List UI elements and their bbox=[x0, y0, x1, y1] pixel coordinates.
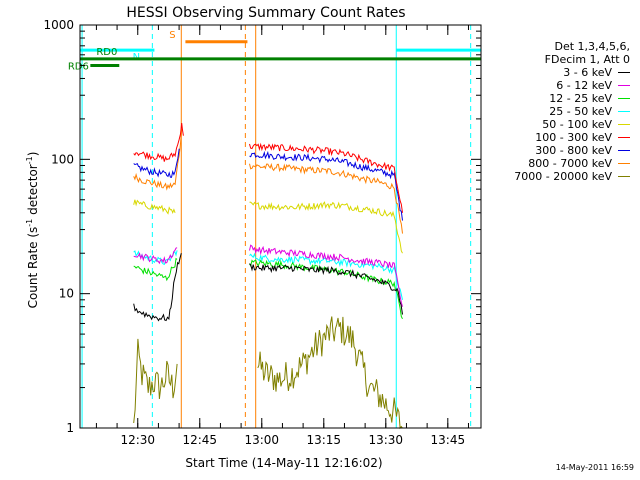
x-tick-label-0: 12:30 bbox=[120, 433, 155, 447]
legend-entry-8: 7000 - 20000 keV bbox=[514, 170, 630, 183]
series-line-2-1 bbox=[249, 150, 403, 221]
y-tick-label-1: 10 bbox=[59, 287, 74, 301]
legend-swatch bbox=[618, 98, 630, 99]
series-7000-20000kev bbox=[133, 316, 403, 430]
timestamp: 14-May-2011 16:59 bbox=[555, 463, 634, 472]
series-6-12kev bbox=[133, 244, 403, 307]
legend-swatch bbox=[618, 124, 630, 125]
axes-layer: 1 10 100 1000 12:30 12:45 13:00 13:15 13:30 13:45 bbox=[43, 18, 482, 447]
plot-frame bbox=[79, 24, 482, 429]
series-line-5-1 bbox=[249, 252, 403, 300]
legend-header-0: Det 1,3,4,5,6, bbox=[554, 40, 630, 53]
flag-label-rd6: RD6 bbox=[68, 61, 89, 72]
series-line-7-0 bbox=[133, 247, 178, 265]
legend-entry-2: 12 - 25 keV bbox=[549, 92, 630, 105]
data-layer bbox=[81, 25, 472, 430]
legend-swatch bbox=[618, 72, 630, 73]
flag-label-rd0: RD0 bbox=[96, 47, 117, 58]
y-tick-label-2: 100 bbox=[51, 152, 74, 166]
legend-entry-label: 3 - 6 keV bbox=[563, 66, 612, 79]
legend-entry-6: 300 - 800 keV bbox=[535, 144, 630, 157]
y-axis-label-suffix: ) bbox=[26, 152, 40, 157]
series-3-6kev bbox=[133, 253, 403, 322]
series-line-0-1 bbox=[257, 316, 403, 430]
series-line-2-0 bbox=[133, 148, 180, 178]
y-axis-label-sup1: -1 bbox=[25, 219, 34, 227]
legend-header-1: FDecim 1, Att 0 bbox=[544, 53, 630, 66]
y-axis-label-mid: detector bbox=[26, 164, 40, 219]
series-line-0-0 bbox=[133, 338, 178, 424]
legend-entry-label: 300 - 800 keV bbox=[535, 144, 612, 157]
chart-title: HESSI Observing Summary Count Rates bbox=[126, 5, 405, 21]
legend-entry-7: 800 - 7000 keV bbox=[528, 157, 630, 170]
x-tick-label-3: 13:15 bbox=[306, 433, 341, 447]
series-line-4-1 bbox=[249, 201, 403, 254]
series-300-800kev bbox=[133, 148, 403, 221]
legend-entry-label: 50 - 100 keV bbox=[542, 118, 612, 131]
series-100-300kev bbox=[133, 123, 403, 213]
series-line-4-0 bbox=[133, 199, 176, 215]
legend-swatch bbox=[618, 163, 630, 164]
legend-entry-0: 3 - 6 keV bbox=[563, 66, 630, 79]
legend-entry-label: 100 - 300 keV bbox=[535, 131, 612, 144]
series-line-6-0 bbox=[133, 257, 178, 282]
legend-entry-label: 12 - 25 keV bbox=[549, 92, 612, 105]
legend-entry-5: 100 - 300 keV bbox=[535, 131, 630, 144]
legend-entry-label: 25 - 50 keV bbox=[549, 105, 612, 118]
series-line-1-1 bbox=[249, 162, 403, 234]
y-axis-label: Count Rate (s-1 detector-1) bbox=[25, 152, 40, 309]
series-line-8-0 bbox=[133, 253, 182, 322]
flag-label-s: S bbox=[169, 30, 175, 41]
y-tick-label-3: 1000 bbox=[43, 18, 74, 32]
legend-swatch bbox=[618, 111, 630, 112]
series-line-1-0 bbox=[133, 128, 183, 191]
legend-entry-1: 6 - 12 keV bbox=[556, 79, 630, 92]
y-axis-label-prefix: Count Rate (s bbox=[26, 227, 40, 309]
legend-entry-label: 6 - 12 keV bbox=[556, 79, 612, 92]
x-tick-label-2: 13:00 bbox=[244, 433, 279, 447]
x-tick-label-4: 13:30 bbox=[368, 433, 403, 447]
series-line-8-1 bbox=[249, 263, 403, 315]
series-800-7000kev bbox=[133, 128, 403, 234]
legend-entry-4: 50 - 100 keV bbox=[542, 118, 630, 131]
series-line-3-0 bbox=[133, 123, 184, 162]
series-line-7-1 bbox=[249, 244, 403, 307]
legend-entry-label: 800 - 7000 keV bbox=[528, 157, 612, 170]
series-50-100kev bbox=[133, 199, 403, 254]
series-line-3-1 bbox=[249, 142, 403, 213]
legend-entry-3: 25 - 50 keV bbox=[549, 105, 630, 118]
y-tick-label-0: 1 bbox=[66, 421, 74, 435]
x-axis-label: Start Time (14-May-11 12:16:02) bbox=[185, 456, 382, 470]
legend-swatch bbox=[618, 85, 630, 86]
x-tick-label-1: 12:45 bbox=[182, 433, 217, 447]
x-tick-label-5: 13:45 bbox=[431, 433, 466, 447]
y-axis-label-sup2: -1 bbox=[25, 156, 34, 164]
legend-entry-label: 7000 - 20000 keV bbox=[514, 170, 612, 183]
legend-swatch bbox=[618, 150, 630, 151]
legend-swatch bbox=[618, 137, 630, 138]
legend-swatch bbox=[618, 176, 630, 177]
flag-layer: NSRD0RD6 bbox=[68, 30, 481, 72]
